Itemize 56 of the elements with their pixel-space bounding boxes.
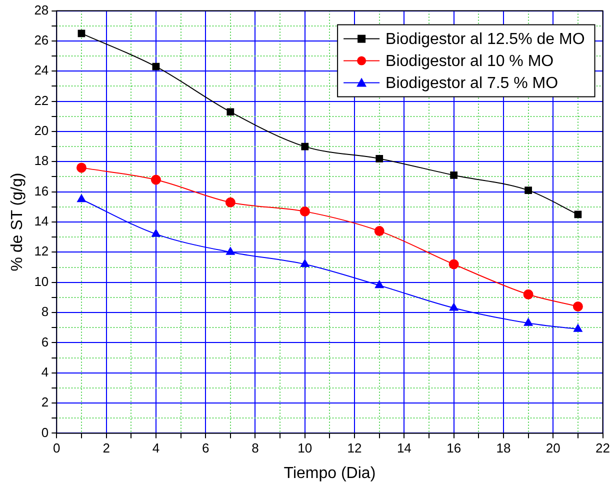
point (76, 162, 86, 173)
point (376, 154, 384, 162)
x-tick-label: 8 (252, 440, 259, 456)
y-tick-label: 28 (34, 2, 49, 18)
x-tick-label: 22 (596, 440, 610, 456)
point (300, 206, 310, 216)
point (448, 259, 459, 270)
point (523, 289, 534, 300)
x-tick-label: 0 (53, 440, 60, 456)
x-tick-label: 18 (496, 440, 511, 456)
y-tick-label: 18 (34, 153, 49, 168)
point (574, 210, 582, 218)
x-tick-label: 6 (202, 440, 210, 456)
y-tick-label: 12 (34, 244, 49, 259)
x-tick-label: 10 (298, 440, 312, 456)
y-tick-label: 2 (41, 394, 49, 410)
x-tick-label: 14 (396, 440, 412, 456)
point (77, 194, 86, 202)
legend-label: Biodigestor al 12.5% de MO (386, 31, 585, 48)
y-tick-label: 22 (34, 92, 49, 108)
x-tick-label: 12 (347, 440, 362, 456)
point (150, 174, 161, 185)
y-tick-label: 24 (34, 62, 49, 78)
point (524, 318, 533, 326)
x-axis-title: Tiempo (Dia) (284, 464, 376, 482)
y-tick-label: 20 (34, 123, 49, 138)
y-tick-label: 4 (41, 364, 49, 380)
point (450, 172, 458, 179)
point (301, 142, 309, 150)
y-tick-label: 16 (34, 183, 49, 198)
point (152, 62, 160, 70)
y-axis-title: % de ST (g/g) (9, 172, 26, 272)
x-tick-label: 4 (152, 440, 160, 456)
point (152, 229, 160, 237)
x-tick-label: 16 (446, 440, 462, 456)
point (225, 197, 236, 208)
y-tick-label: 6 (41, 334, 49, 350)
y-tick-label: 14 (34, 214, 49, 229)
legend-label: Biodigestor al 10 % MO (386, 53, 554, 70)
x-tick-label: 20 (546, 440, 560, 456)
point (78, 30, 86, 38)
point (300, 259, 310, 267)
point (374, 226, 384, 236)
point (574, 324, 582, 332)
point (524, 186, 532, 194)
y-tick-label: 26 (34, 32, 49, 48)
y-tick-label: 0 (41, 424, 49, 440)
point (572, 301, 583, 312)
point (449, 302, 458, 311)
point (226, 108, 234, 116)
legend-label: Biodigestor al 7.5 % MO (386, 75, 558, 92)
y-tick-label: 10 (34, 274, 49, 289)
point (226, 247, 235, 255)
y-tick-label: 8 (41, 304, 49, 320)
point (374, 280, 384, 288)
x-tick-label: 2 (102, 440, 110, 456)
